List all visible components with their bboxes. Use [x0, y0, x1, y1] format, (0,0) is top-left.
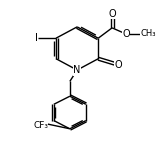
Text: O: O: [114, 60, 122, 70]
Text: O: O: [108, 9, 116, 19]
Text: CH₃: CH₃: [140, 29, 156, 38]
Text: N: N: [73, 65, 81, 75]
Text: CF₃: CF₃: [33, 122, 48, 130]
Text: I: I: [35, 33, 38, 43]
Text: O: O: [122, 29, 130, 39]
